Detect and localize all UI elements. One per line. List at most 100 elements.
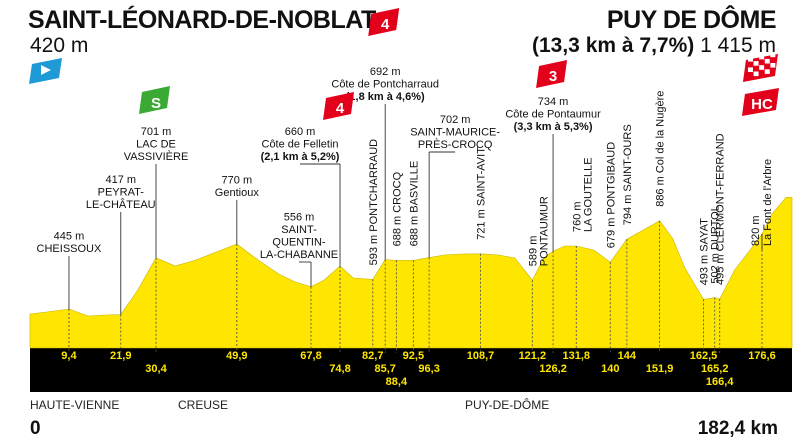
place-line-8-0: 734 m bbox=[538, 96, 569, 108]
place-line-9-0: 820 m bbox=[750, 215, 762, 246]
vertical-label-5: 760 m LA GOUTELLE bbox=[571, 157, 594, 232]
climb-cat-badge-2 bbox=[323, 92, 355, 120]
place-line-3-1: Gentioux bbox=[215, 187, 260, 199]
km-label-1: 21,9 bbox=[110, 350, 131, 362]
place-line-2-0: 701 m bbox=[141, 126, 172, 138]
km-label-9: 92,5 bbox=[403, 350, 424, 362]
start-arrow-icon bbox=[41, 65, 51, 75]
km-label-17: 151,9 bbox=[646, 363, 674, 375]
finish-flag-check bbox=[753, 61, 759, 66]
km-label-0: 9,4 bbox=[61, 350, 77, 362]
km-label-16: 144 bbox=[618, 350, 637, 362]
km-label-12: 121,2 bbox=[519, 350, 547, 362]
vertical-text-0: 593 m PONTCHARRAUD bbox=[368, 139, 380, 266]
place-line-5-1: Côte de Felletin bbox=[262, 139, 339, 151]
place-line-6-2: (1,8 km à 4,6%) bbox=[346, 91, 425, 103]
place-line-3-0: 770 m bbox=[222, 175, 253, 187]
vertical-text-5: 760 m bbox=[571, 201, 583, 232]
place-line-0-1: CHEISSOUX bbox=[37, 243, 102, 255]
vertical-label-0: 593 m PONTCHARRAUD bbox=[368, 139, 380, 266]
place-line-9-1: La Font de l'Arbre bbox=[762, 159, 774, 246]
finish-flag-check bbox=[759, 65, 765, 70]
place-line-2-1: LAC DE bbox=[136, 139, 176, 151]
climb-cat-text-3: 4 bbox=[381, 16, 390, 33]
km-label-11: 108,7 bbox=[467, 350, 495, 362]
finish-town-name: PUY DE DÔME bbox=[606, 6, 777, 34]
km-label-15: 140 bbox=[601, 363, 619, 375]
finish-flag-check bbox=[753, 71, 759, 77]
km-label-19: 165,2 bbox=[701, 363, 729, 375]
place-line-4-3: LA-CHABANNE bbox=[260, 249, 338, 261]
vertical-text-6: 679 m PONTGIBAUD bbox=[605, 142, 617, 248]
vertical-label-9: 493 m SAYAT bbox=[699, 218, 711, 286]
vertical-label-7: 794 m SAINT-OURS bbox=[622, 124, 634, 225]
km-label-5: 74,8 bbox=[329, 363, 350, 375]
vertical-text-3: 721 m SAINT-AVIT bbox=[476, 147, 488, 240]
climb-cat-text-6: HC bbox=[751, 96, 773, 113]
km-label-13: 126,2 bbox=[539, 363, 567, 375]
vertical-label-11: 495 m CLERMONT-FERRAND bbox=[715, 133, 727, 285]
region-puy-de-dome: PUY-DE-DÔME bbox=[465, 398, 550, 412]
vertical-text2-4: PONTAUMUR bbox=[538, 196, 550, 266]
climb-cat-badge-3 bbox=[368, 8, 400, 36]
km-label-4: 67,8 bbox=[300, 350, 321, 362]
km-label-20: 166,4 bbox=[706, 376, 734, 388]
climb-cat-text-4: 3 bbox=[549, 68, 557, 85]
sprint-badge-icon bbox=[139, 86, 170, 114]
place-line-1-2: LE-CHÂTEAU bbox=[86, 198, 156, 211]
km-label-18: 162,5 bbox=[690, 350, 718, 362]
km-label-3: 49,9 bbox=[226, 350, 247, 362]
km-label-8: 88,4 bbox=[386, 376, 408, 388]
vertical-text-8: 886 m Col de la Nugère bbox=[655, 91, 667, 207]
climb-cat-badge-4 bbox=[536, 60, 568, 88]
profile-area bbox=[29, 197, 793, 349]
finish-flag-check bbox=[747, 57, 753, 62]
finish-flag-check bbox=[764, 58, 770, 64]
km-label-14: 131,8 bbox=[563, 350, 591, 362]
finish-flag-check bbox=[770, 63, 776, 68]
start-town-name: SAINT-LÉONARD-DE-NOBLAT bbox=[28, 6, 376, 34]
sprint-badge-text: S bbox=[151, 95, 161, 112]
km-label-10: 96,3 bbox=[418, 363, 439, 375]
place-line-4-1: SAINT- bbox=[281, 224, 317, 236]
vertical-label-8: 886 m Col de la Nugère bbox=[655, 91, 667, 207]
place-line-7-0: 702 m bbox=[440, 114, 471, 126]
vertical-label-2: 688 m BASVILLE bbox=[408, 161, 420, 247]
climb-cat-badge-6 bbox=[741, 88, 779, 116]
vertical-text-11: 495 m CLERMONT-FERRAND bbox=[715, 133, 727, 285]
finish-climb-detail: (13,3 km à 7,7%) 1 415 m bbox=[532, 34, 776, 58]
vertical-text-7: 794 m SAINT-OURS bbox=[622, 124, 634, 225]
vertical-text2-5: LA GOUTELLE bbox=[582, 157, 594, 232]
climb-cat-text-2: 4 bbox=[336, 100, 345, 117]
vertical-label-3: 721 m SAINT-AVIT bbox=[476, 147, 488, 240]
finish-flag-check bbox=[764, 69, 770, 74]
place-line-5-0: 660 m bbox=[285, 126, 316, 138]
place-line-0-0: 445 m bbox=[54, 231, 85, 243]
finish-climb: (13,3 km à 7,7%) bbox=[532, 34, 695, 57]
finish-flag-check bbox=[770, 52, 776, 58]
place-line-6-1: Côte de Pontcharraud bbox=[331, 79, 439, 91]
place-line-1-0: 417 m bbox=[105, 174, 136, 186]
distance-total: 182,4 km bbox=[697, 418, 778, 439]
place-line-5-2: (2,1 km à 5,2%) bbox=[261, 151, 340, 163]
vertical-label-10: 502 m DURTOL bbox=[710, 205, 722, 283]
place-line-4-0: 556 m bbox=[284, 212, 315, 224]
km-label-21: 176,6 bbox=[748, 350, 776, 362]
place-line-8-2: (3,3 km à 5,3%) bbox=[514, 121, 593, 133]
start-altitude: 420 m bbox=[30, 34, 89, 57]
finish-flag-check bbox=[759, 54, 765, 60]
vertical-label-1: 688 m CROCQ bbox=[391, 171, 403, 246]
region-haute-vienne: HAUTE-VIENNE bbox=[30, 398, 120, 412]
km-label-6: 82,7 bbox=[362, 350, 383, 362]
place-line-7-2: PRÈS-CROCQ bbox=[418, 138, 493, 151]
vertical-text-10: 502 m DURTOL bbox=[710, 205, 722, 283]
place-line-2-2: VASSIVIÈRE bbox=[124, 150, 189, 163]
place-line-7-1: SAINT-MAURICE- bbox=[410, 127, 500, 139]
vertical-text-9: 493 m SAYAT bbox=[699, 218, 711, 286]
km-label-7: 85,7 bbox=[374, 363, 395, 375]
vertical-label-6: 679 m PONTGIBAUD bbox=[605, 142, 617, 248]
place-line-4-2: QUENTIN- bbox=[272, 237, 326, 249]
place-line-8-1: Côte de Pontaumur bbox=[505, 109, 601, 121]
